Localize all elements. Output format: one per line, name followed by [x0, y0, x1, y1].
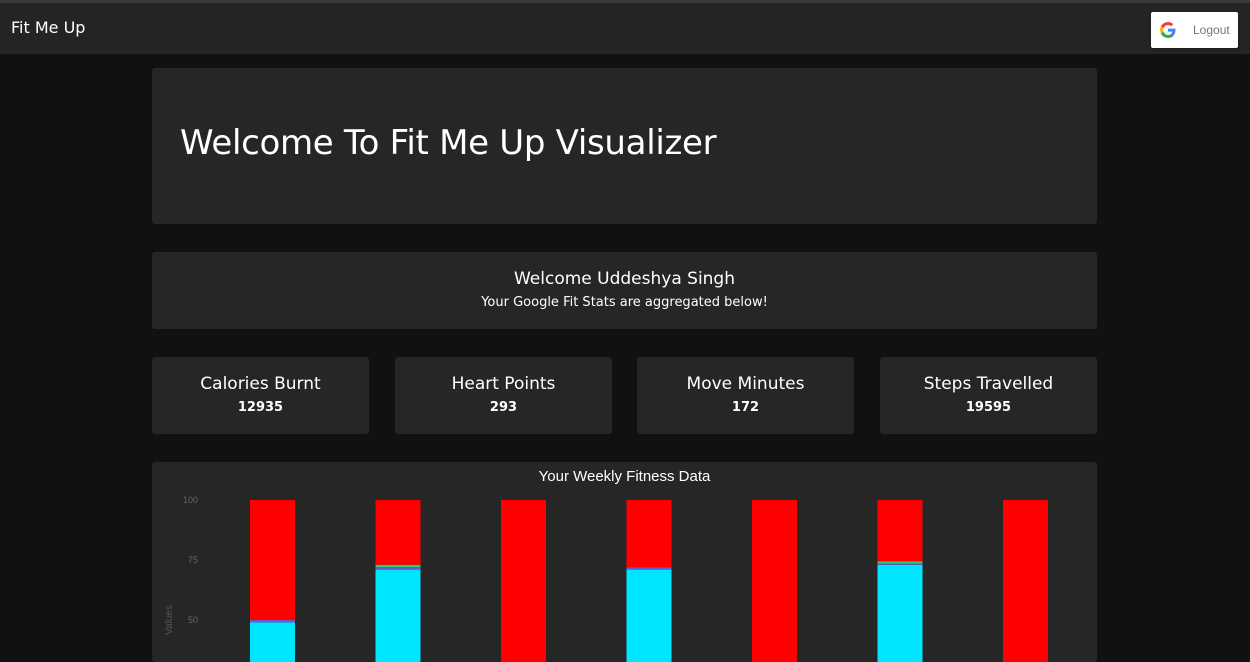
welcome-card: Welcome Uddeshya Singh Your Google Fit S…: [152, 252, 1097, 329]
google-g-icon: [1160, 22, 1176, 38]
welcome-greeting: Welcome Uddeshya Singh: [513, 269, 736, 289]
stat-label: Steps Travelled: [923, 374, 1054, 394]
bar-segment[interactable]: [877, 564, 923, 662]
weekly-fitness-chart: Values 50 75 100: [164, 495, 1048, 662]
weekly-chart-card: Your Weekly Fitness Data Values 50 75 100: [152, 462, 1097, 662]
bar-segment[interactable]: [250, 622, 295, 662]
bar-segment[interactable]: [877, 500, 923, 562]
brand-title[interactable]: Fit Me Up: [11, 18, 86, 37]
bar-segment[interactable]: [501, 500, 546, 662]
bar-segment[interactable]: [250, 500, 295, 620]
stat-card-move-minutes: Move Minutes 172: [637, 357, 854, 434]
y-axis-label: Values: [164, 605, 175, 635]
bar-segment[interactable]: [375, 500, 421, 565]
bar-segment[interactable]: [626, 567, 672, 570]
navbar: Fit Me Up Logout: [0, 0, 1250, 54]
stat-label: Move Minutes: [686, 374, 805, 394]
page-title: Welcome To Fit Me Up Visualizer: [180, 123, 717, 163]
y-tick-label: 100: [183, 495, 198, 505]
stat-card-calories: Calories Burnt 12935: [152, 357, 369, 434]
bar-segment[interactable]: [375, 567, 421, 570]
bar-segment[interactable]: [250, 620, 295, 623]
bar-segment[interactable]: [877, 561, 923, 564]
logout-button[interactable]: Logout: [1151, 12, 1238, 48]
chart-title: Your Weekly Fitness Data: [538, 468, 711, 485]
y-tick-label: 75: [188, 555, 198, 565]
stat-label: Heart Points: [451, 374, 556, 394]
bar-segment[interactable]: [375, 564, 421, 568]
stat-value: 12935: [237, 400, 284, 415]
bar-segment[interactable]: [375, 569, 421, 662]
bar-segment[interactable]: [752, 500, 797, 662]
bar-segment[interactable]: [626, 500, 672, 568]
stat-value: 172: [731, 400, 760, 415]
bar-segment[interactable]: [626, 569, 672, 662]
stat-card-heart-points: Heart Points 293: [395, 357, 612, 434]
stat-label: Calories Burnt: [200, 374, 321, 394]
stat-card-steps: Steps Travelled 19595: [880, 357, 1097, 434]
hero-card: Welcome To Fit Me Up Visualizer: [152, 68, 1097, 224]
welcome-subtitle: Your Google Fit Stats are aggregated bel…: [481, 295, 768, 310]
stat-value: 19595: [965, 400, 1012, 415]
stat-value: 293: [489, 400, 518, 415]
logout-label: Logout: [1193, 23, 1230, 37]
y-tick-label: 50: [188, 615, 198, 625]
bar-segment[interactable]: [877, 563, 923, 565]
bar-segment[interactable]: [1003, 500, 1048, 662]
